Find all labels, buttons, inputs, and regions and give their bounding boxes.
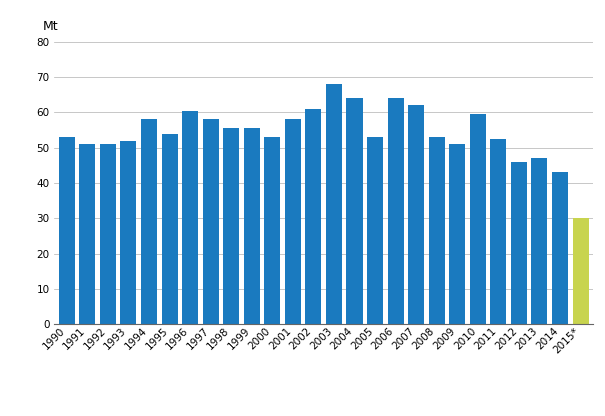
Bar: [306, 109, 321, 324]
Bar: [182, 111, 198, 324]
Bar: [59, 137, 75, 324]
Bar: [511, 162, 527, 324]
Bar: [450, 144, 465, 324]
Bar: [203, 119, 218, 324]
Bar: [531, 158, 548, 324]
Bar: [470, 114, 486, 324]
Bar: [223, 128, 239, 324]
Bar: [347, 98, 362, 324]
Bar: [162, 134, 177, 324]
Bar: [367, 137, 383, 324]
Text: Mt: Mt: [42, 20, 58, 33]
Bar: [120, 141, 137, 324]
Bar: [264, 137, 280, 324]
Bar: [141, 119, 157, 324]
Bar: [79, 144, 96, 324]
Bar: [429, 137, 445, 324]
Bar: [100, 144, 116, 324]
Bar: [326, 84, 342, 324]
Bar: [285, 119, 301, 324]
Bar: [552, 172, 568, 324]
Bar: [408, 105, 424, 324]
Bar: [388, 98, 404, 324]
Bar: [490, 139, 506, 324]
Bar: [244, 128, 260, 324]
Bar: [572, 218, 589, 324]
